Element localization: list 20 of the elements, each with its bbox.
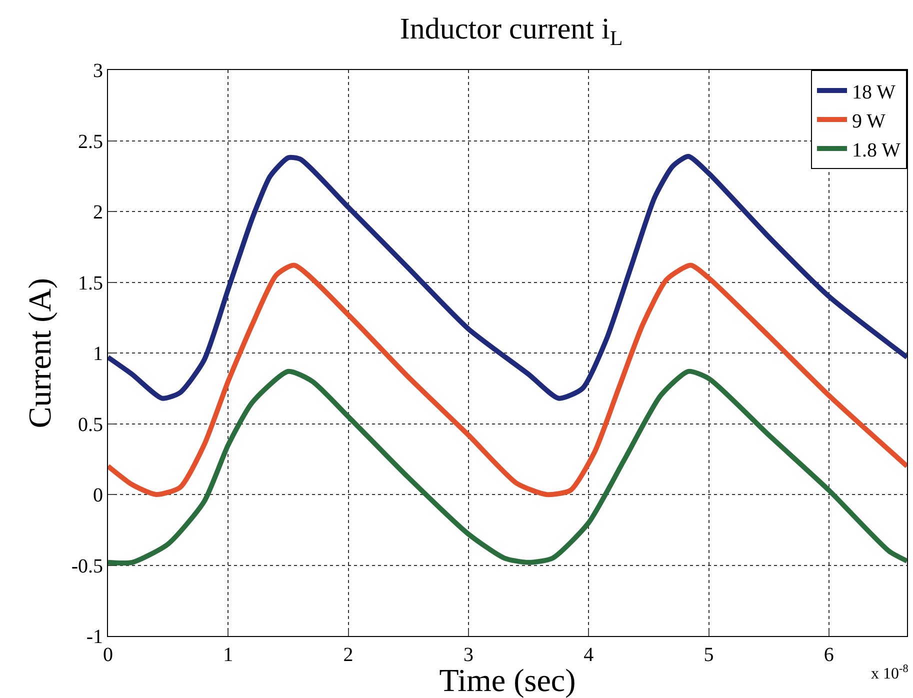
y-tick-label: 1	[93, 343, 103, 365]
legend-label: 18 W	[852, 81, 896, 104]
y-tick-label: 1.5	[78, 272, 103, 294]
legend-label: 9 W	[852, 110, 886, 132]
y-axis-title: Current (A)	[22, 278, 58, 428]
x-tick-label: 4	[584, 644, 594, 666]
y-tick-label: 0.5	[78, 414, 103, 436]
x-tick-label: 1	[223, 644, 234, 666]
y-tick-label: 2	[93, 202, 103, 224]
chart-title: Inductor current i$_{L}$	[400, 12, 623, 50]
y-tick-label: 3	[93, 60, 103, 82]
y-tick-label: -0.5	[71, 555, 103, 578]
x-tick-label: 6	[824, 644, 834, 666]
y-tick-label: -1	[86, 626, 103, 648]
x-tick-label: 2	[343, 644, 354, 666]
y-tick-label: 2.5	[78, 130, 103, 153]
legend-label: 1.8 W	[852, 139, 901, 162]
y-tick-label: 0	[93, 484, 103, 506]
x-tick-label: 5	[704, 644, 714, 666]
text: x 10$^{-8}$	[871, 663, 909, 683]
